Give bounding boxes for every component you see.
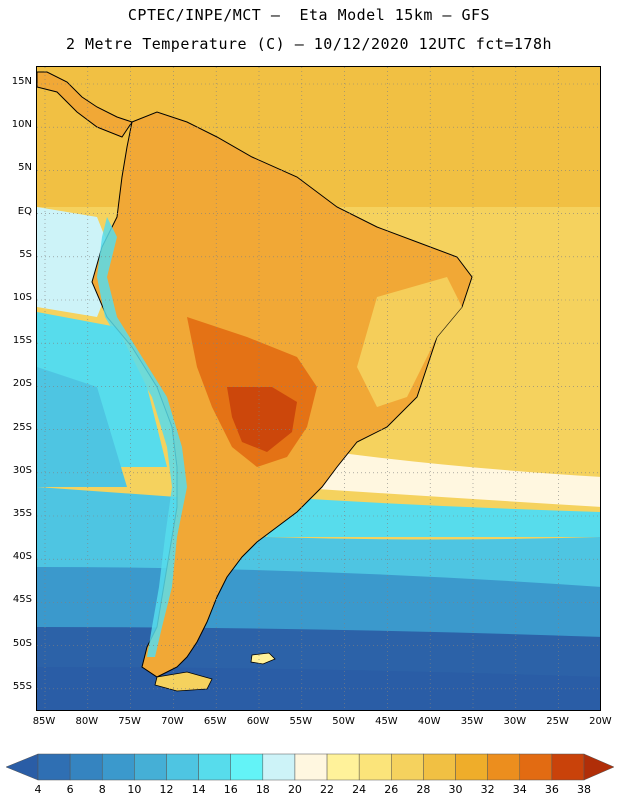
map-title-line-1: CPTEC/INPE/MCT – Eta Model 15km – GFS — [127, 6, 491, 24]
latitude-label: 30S — [12, 464, 32, 476]
colorbar-tick-label: 8 — [98, 783, 106, 796]
latitude-label: 40S — [12, 551, 32, 563]
longitude-label: 50W — [332, 716, 355, 727]
colorbar-tick-label: 10 — [127, 783, 142, 796]
colorbar-swatch — [262, 753, 296, 781]
colorbar-tick-label: 18 — [255, 783, 270, 796]
ocean-atlantic-pale-band — [287, 447, 600, 507]
colorbar-tick-label: 34 — [512, 783, 527, 796]
colorbar-swatch — [391, 753, 424, 781]
longitude-label: 60W — [246, 716, 270, 727]
falkland-islands — [250, 652, 276, 665]
colorbar-tick-label: 16 — [223, 783, 238, 796]
latitude-label: 50S — [12, 637, 32, 649]
colorbar-tick-label: 14 — [191, 783, 206, 796]
andes-cool-strip — [97, 217, 187, 657]
latitude-label: 55S — [12, 680, 32, 692]
colorbar-swatch — [166, 753, 199, 781]
latitude-label: 15N — [11, 76, 32, 87]
latitude-label: 45S — [12, 594, 32, 606]
colorbar-swatch — [101, 753, 135, 781]
latitude-label: 15S — [12, 335, 32, 347]
colorbar-swatch — [519, 753, 553, 781]
longitude-label: 40W — [417, 716, 441, 727]
colorbar-swatch — [37, 753, 71, 781]
colorbar-tick-label: 6 — [66, 783, 74, 796]
map-panel — [36, 66, 601, 711]
colorbar-swatch — [134, 753, 167, 781]
temperature-field-map — [37, 67, 600, 710]
colorbar-tick-label: 36 — [544, 783, 559, 796]
colorbar-tick-label: 32 — [480, 783, 495, 796]
colorbar-tick-label: 22 — [320, 783, 335, 796]
temperature-colorbar — [6, 753, 614, 781]
latitude-label: 5S — [19, 248, 32, 260]
colorbar-low-arrow — [6, 753, 39, 781]
colorbar-swatch — [358, 753, 392, 781]
colorbar-tick-label: 4 — [34, 783, 42, 796]
colorbar-high-arrow — [583, 753, 614, 781]
colorbar-swatch — [198, 753, 231, 781]
longitude-label: 65W — [203, 716, 227, 727]
colorbar-swatch — [487, 753, 521, 781]
longitude-label: 35W — [460, 716, 484, 727]
latitude-label: 5N — [18, 162, 32, 174]
longitude-label: 30W — [503, 716, 527, 727]
latitude-label: 10S — [12, 292, 32, 303]
colorbar-swatch — [230, 753, 264, 781]
colorbar-tick-label: 12 — [159, 783, 174, 796]
map-title-line-2: 2 Metre Temperature (C) – 10/12/2020 12U… — [65, 35, 553, 53]
colorbar-tick-label: 24 — [352, 783, 367, 796]
colorbar-tick-label: 28 — [416, 783, 431, 796]
tierra-del-fuego — [154, 671, 213, 692]
latitude-label: 35S — [12, 508, 32, 519]
colorbar-tick-label: 30 — [448, 783, 463, 796]
longitude-label: 75W — [118, 716, 141, 727]
longitude-label: 55W — [289, 716, 313, 727]
colorbar-swatch — [294, 753, 328, 781]
latitude-label: 25S — [12, 421, 32, 433]
colorbar-swatch — [326, 753, 360, 781]
ocean-pacific-mid-band — [37, 367, 127, 487]
central-america-land — [37, 71, 133, 138]
ocean-atlantic-cyan-band — [267, 497, 600, 538]
colorbar-tick-label: 20 — [287, 783, 302, 796]
latitude-label: 10N — [11, 119, 32, 131]
longitude-label: 25W — [546, 716, 569, 727]
colorbar-swatch — [455, 753, 488, 781]
colorbar-swatch — [423, 753, 456, 781]
longitude-label: 45W — [375, 716, 398, 727]
longitude-label: 80W — [75, 716, 99, 727]
longitude-label: 70W — [161, 716, 184, 727]
colorbar-tick-label: 38 — [577, 783, 591, 796]
east-coast-mild-region — [357, 277, 462, 407]
longitude-label: 20W — [589, 716, 612, 727]
hottest-core-region — [227, 387, 297, 452]
colorbar-tick-label: 26 — [384, 783, 399, 796]
longitude-label: 85W — [32, 716, 56, 727]
latitude-label: EQ — [17, 205, 32, 217]
colorbar-swatch — [69, 753, 103, 781]
colorbar-swatch — [551, 753, 585, 781]
latitude-label: 20S — [12, 378, 32, 390]
